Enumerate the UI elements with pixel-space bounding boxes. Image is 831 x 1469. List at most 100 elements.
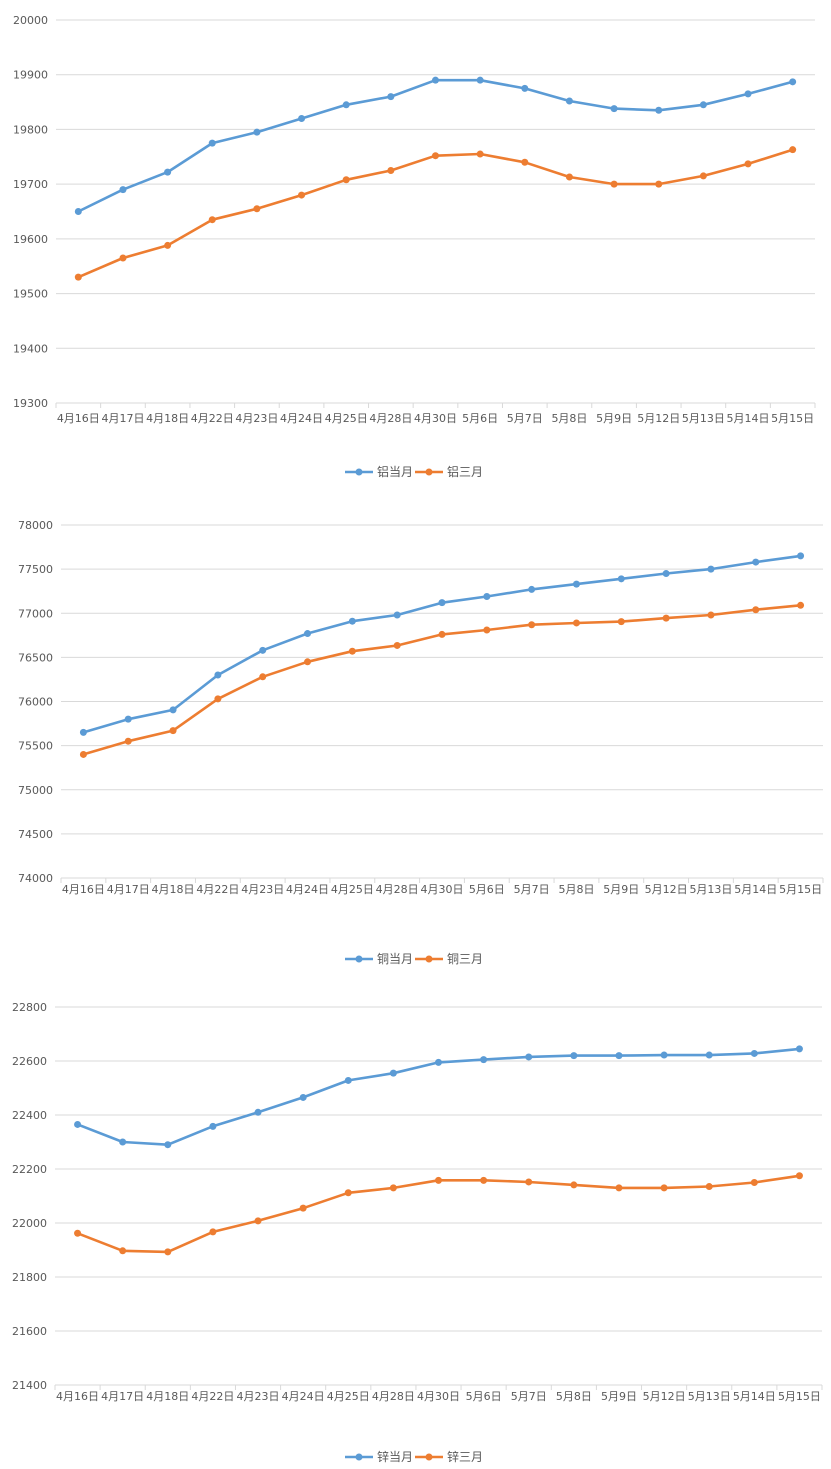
- data-point: [438, 630, 446, 638]
- data-point: [521, 158, 529, 166]
- data-point: [610, 105, 618, 113]
- x-tick-label: 4月25日: [331, 883, 374, 896]
- y-tick-label: 74000: [18, 872, 53, 885]
- x-tick-label: 5月8日: [558, 883, 594, 896]
- data-point: [565, 173, 573, 181]
- legend-label: 铝三月: [447, 464, 483, 479]
- data-point: [348, 617, 356, 625]
- data-point: [528, 621, 536, 629]
- y-tick-label: 19800: [13, 123, 48, 136]
- data-point: [342, 101, 350, 109]
- legend-swatch-marker: [425, 1453, 433, 1461]
- data-point: [435, 1176, 442, 1184]
- x-tick-label: 4月23日: [237, 1390, 280, 1403]
- x-tick-label: 4月17日: [101, 1390, 144, 1403]
- data-point: [304, 658, 312, 666]
- x-tick-label: 5月13日: [688, 1390, 731, 1403]
- data-point: [795, 1172, 803, 1180]
- data-point: [705, 1183, 713, 1191]
- x-tick-label: 4月30日: [421, 883, 464, 896]
- data-point: [164, 1141, 172, 1149]
- data-point: [253, 205, 261, 213]
- x-tick-label: 5月12日: [645, 883, 688, 896]
- data-point: [438, 599, 446, 607]
- data-point: [432, 76, 439, 84]
- data-point: [750, 1049, 758, 1057]
- series-line: [77, 148, 795, 279]
- x-tick-label: 4月16日: [62, 883, 105, 896]
- y-tick-label: 76000: [18, 696, 53, 709]
- x-tick-label: 5月14日: [734, 883, 777, 896]
- y-tick-label: 21600: [12, 1325, 47, 1338]
- data-point: [752, 558, 760, 566]
- series-line: [82, 554, 802, 734]
- data-point: [209, 1228, 217, 1236]
- data-point: [662, 570, 670, 578]
- x-tick-label: 4月22日: [191, 412, 234, 425]
- legend-swatch-marker: [355, 1453, 363, 1461]
- data-point: [348, 647, 356, 655]
- data-point: [752, 606, 760, 614]
- x-tick-label: 5月13日: [689, 883, 732, 896]
- x-tick-label: 4月24日: [282, 1390, 325, 1403]
- data-point: [259, 673, 267, 681]
- x-tick-label: 5月7日: [514, 883, 550, 896]
- data-point: [525, 1178, 533, 1186]
- data-point: [615, 1184, 623, 1192]
- y-tick-label: 20000: [13, 14, 48, 27]
- data-point: [744, 160, 752, 168]
- data-point: [480, 1176, 488, 1184]
- x-tick-label: 5月15日: [779, 883, 822, 896]
- data-point: [253, 128, 261, 136]
- series-line: [76, 1174, 801, 1254]
- x-tick-label: 4月23日: [241, 883, 284, 896]
- data-point: [393, 611, 401, 619]
- data-point: [393, 641, 401, 649]
- y-tick-label: 22600: [12, 1055, 47, 1068]
- data-point: [74, 1120, 82, 1128]
- data-point: [750, 1179, 758, 1186]
- data-point: [565, 97, 573, 105]
- x-tick-label: 5月13日: [682, 412, 725, 425]
- data-point: [164, 241, 172, 249]
- data-point: [655, 106, 663, 114]
- x-tick-label: 5月7日: [511, 1390, 547, 1403]
- y-tick-label: 19600: [13, 233, 48, 246]
- x-tick-label: 4月24日: [280, 412, 323, 425]
- data-point: [209, 1122, 217, 1130]
- data-point: [699, 101, 707, 109]
- line-chart-3: 21400 21600 21800 22000 22200 22400 22600 22800…: [12, 1001, 823, 1464]
- x-tick-label: 5月14日: [727, 412, 770, 425]
- data-point: [259, 646, 267, 654]
- y-tick-label: 22400: [12, 1109, 47, 1122]
- data-point: [615, 1052, 623, 1060]
- x-tick-label: 4月18日: [146, 1390, 189, 1403]
- data-point: [572, 619, 580, 627]
- x-tick-label: 5月9日: [601, 1390, 637, 1403]
- data-point: [208, 216, 216, 224]
- data-point: [610, 180, 618, 188]
- y-tick-label: 19300: [13, 397, 48, 410]
- data-point: [119, 254, 127, 262]
- x-tick-label: 5月6日: [466, 1390, 502, 1403]
- y-tick-label: 21400: [12, 1379, 47, 1392]
- data-point: [208, 139, 216, 147]
- data-point: [617, 575, 625, 583]
- data-point: [304, 630, 312, 638]
- data-point: [299, 1093, 307, 1101]
- legend-label: 锌三月: [447, 1450, 483, 1464]
- data-point: [744, 90, 752, 98]
- data-point: [79, 728, 87, 736]
- data-point: [389, 1184, 397, 1192]
- x-tick-label: 5月12日: [643, 1390, 686, 1403]
- data-point: [795, 1045, 803, 1053]
- data-point: [699, 172, 707, 180]
- y-tick-label: 19700: [13, 178, 48, 191]
- data-point: [342, 176, 350, 184]
- x-tick-label: 4月16日: [56, 1390, 99, 1403]
- data-point: [476, 76, 484, 84]
- data-point: [528, 585, 536, 593]
- legend-label: 铜三月: [447, 951, 483, 966]
- x-tick-label: 5月12日: [637, 412, 680, 425]
